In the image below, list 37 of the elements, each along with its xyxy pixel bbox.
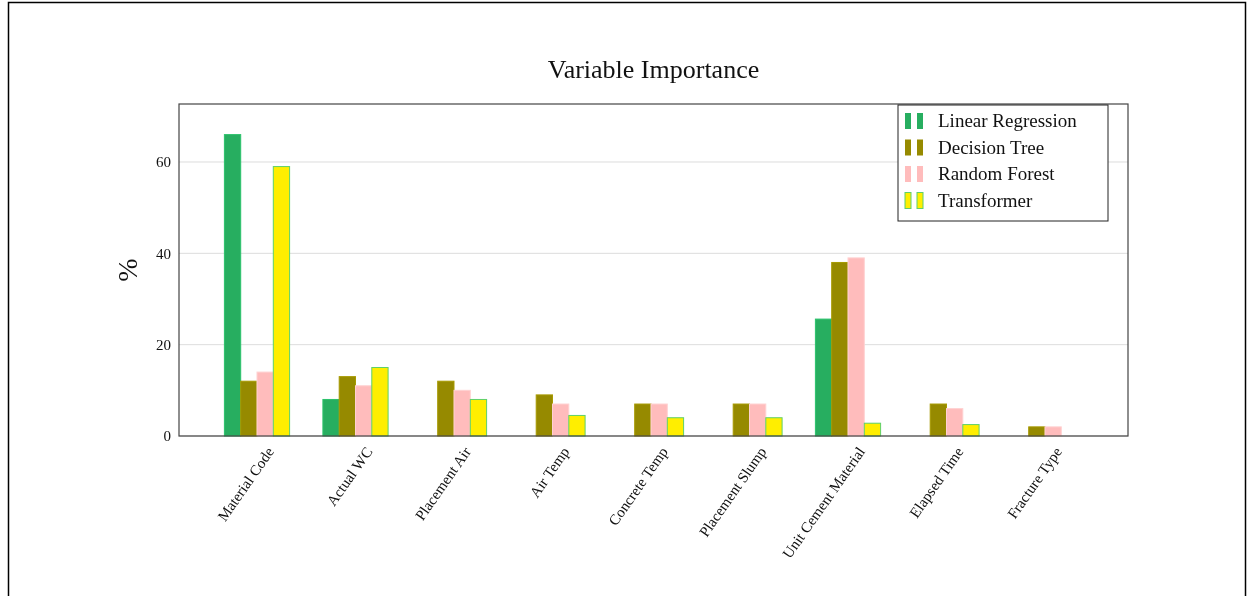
bar bbox=[568, 414, 586, 437]
y-tick-label: 20 bbox=[156, 336, 171, 353]
bar bbox=[355, 385, 373, 437]
legend-label: Linear Regression bbox=[938, 110, 1078, 131]
bar bbox=[749, 403, 767, 437]
bar bbox=[929, 403, 947, 437]
bar bbox=[552, 403, 570, 437]
bar bbox=[946, 408, 964, 437]
bar bbox=[272, 166, 291, 437]
bar bbox=[831, 261, 849, 437]
bar bbox=[535, 394, 553, 437]
bar bbox=[814, 318, 833, 437]
bar bbox=[962, 424, 980, 437]
legend-label: Transformer bbox=[938, 189, 1033, 211]
bar bbox=[437, 380, 455, 437]
bar bbox=[765, 417, 783, 437]
bar bbox=[371, 367, 389, 437]
y-axis-title: % bbox=[112, 258, 143, 282]
y-tick-label: 0 bbox=[163, 428, 171, 445]
bar bbox=[469, 398, 488, 437]
chart-title: Variable Importance bbox=[547, 55, 760, 84]
bar bbox=[847, 257, 865, 437]
bar bbox=[322, 398, 340, 437]
bar bbox=[650, 403, 668, 437]
y-tick-label: 40 bbox=[156, 245, 171, 262]
y-tick-label: 60 bbox=[156, 154, 171, 171]
bar bbox=[223, 134, 242, 437]
legend-label: Decision Tree bbox=[938, 136, 1045, 158]
bar bbox=[338, 376, 356, 437]
bar bbox=[256, 371, 274, 437]
legend-label: Random Forest bbox=[938, 163, 1056, 184]
bar bbox=[732, 403, 750, 437]
bar bbox=[666, 417, 685, 437]
bar bbox=[240, 380, 258, 437]
bar bbox=[634, 403, 652, 437]
bar bbox=[453, 389, 471, 437]
bar bbox=[1044, 426, 1062, 437]
